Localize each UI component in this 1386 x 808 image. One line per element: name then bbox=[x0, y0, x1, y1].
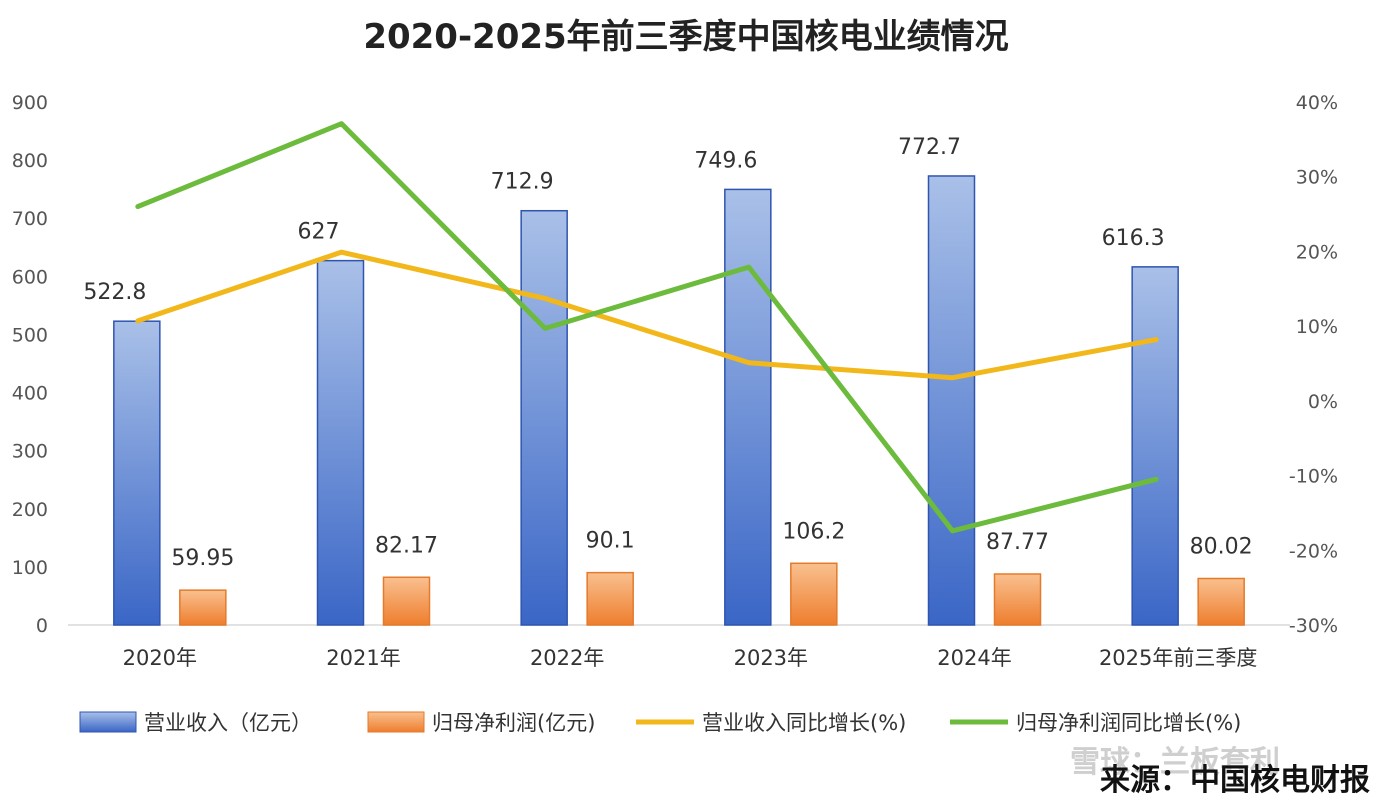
legend-swatch bbox=[79, 711, 137, 733]
right-tick-label: 30% bbox=[1296, 167, 1338, 189]
revenue-data-label: 522.8 bbox=[83, 280, 146, 305]
bars bbox=[113, 175, 1245, 626]
legend: 营业收入（亿元） 归母净利润(亿元) 营业收入同比增长(%) 归母净利润同比增长(%) bbox=[79, 711, 1241, 735]
right-tick-label: 10% bbox=[1296, 316, 1338, 338]
lines bbox=[135, 121, 1159, 534]
right-tick-label: -10% bbox=[1289, 466, 1338, 488]
left-tick-label: 0 bbox=[36, 615, 48, 637]
right-tick-label: -20% bbox=[1289, 540, 1338, 562]
chart-title: 2020-2025年前三季度中国核电业绩情况 bbox=[363, 17, 1008, 57]
profit-bar bbox=[586, 571, 634, 626]
left-tick-label: 200 bbox=[12, 499, 48, 521]
left-tick-label: 700 bbox=[12, 208, 48, 230]
legend-label: 归母净利润同比增长(%) bbox=[1016, 711, 1241, 735]
profit-bar bbox=[382, 576, 431, 626]
data-labels: 522.8 59.95 627 82.17 712.9 90.1 749.6 106.2 772… bbox=[83, 135, 1252, 571]
profit-data-label: 82.17 bbox=[375, 533, 438, 558]
left-tick-label: 300 bbox=[12, 441, 48, 463]
source-note: 来源：中国核电财报 bbox=[1100, 763, 1370, 798]
watermark: 雪球：兰板套利 bbox=[1070, 745, 1280, 780]
left-tick-label: 800 bbox=[12, 150, 48, 172]
revenue-data-label: 712.9 bbox=[491, 170, 554, 195]
category-label: 2024年 bbox=[937, 646, 1011, 670]
profit-data-label: 80.02 bbox=[1190, 534, 1253, 559]
revenue-bar bbox=[316, 259, 365, 626]
profit-data-label: 59.95 bbox=[171, 546, 234, 571]
category-label: 2023年 bbox=[734, 646, 808, 670]
legend-label: 营业收入同比增长(%) bbox=[702, 711, 906, 735]
revenue-data-label: 749.6 bbox=[694, 148, 757, 173]
left-axis: 0 100 200 300 400 500 600 700 800 900 bbox=[12, 92, 48, 637]
revenue-data-label: 616.3 bbox=[1102, 226, 1165, 251]
category-label: 2025年前三季度 bbox=[1099, 646, 1257, 670]
category-label: 2021年 bbox=[326, 646, 400, 670]
right-tick-label: 20% bbox=[1296, 241, 1338, 263]
profit-bar bbox=[1197, 577, 1245, 626]
profit-bar bbox=[790, 562, 838, 626]
left-tick-label: 600 bbox=[12, 266, 48, 288]
category-labels: 2020年 2021年 2022年 2023年 2024年 2025年前三季度 bbox=[123, 646, 1258, 670]
left-tick-label: 100 bbox=[12, 557, 48, 579]
profit-data-label: 90.1 bbox=[586, 529, 635, 554]
legend-swatch bbox=[367, 711, 425, 733]
revenue-data-label: 772.7 bbox=[898, 135, 961, 160]
revenue-bar bbox=[520, 209, 568, 626]
revenue-bar bbox=[1131, 266, 1179, 626]
profit-growth-line bbox=[135, 121, 1159, 534]
revenue-data-label: 627 bbox=[298, 220, 340, 245]
revenue-bar bbox=[113, 320, 161, 626]
legend-label: 归母净利润(亿元) bbox=[432, 711, 595, 735]
profit-data-label: 87.77 bbox=[986, 530, 1049, 555]
category-label: 2020年 bbox=[123, 646, 197, 670]
right-tick-label: 0% bbox=[1308, 391, 1338, 413]
profit-bar bbox=[179, 589, 227, 626]
left-tick-label: 400 bbox=[12, 383, 48, 405]
profit-data-label: 106.2 bbox=[782, 519, 845, 544]
right-axis: -30% -20% -10% 0% 10% 20% 30% 40% bbox=[1289, 92, 1338, 637]
left-tick-label: 500 bbox=[12, 324, 48, 346]
right-tick-label: -30% bbox=[1289, 615, 1338, 637]
revenue-growth-line bbox=[135, 249, 1159, 381]
profit-bar bbox=[993, 573, 1042, 626]
category-label: 2022年 bbox=[530, 646, 604, 670]
legend-label: 营业收入（亿元） bbox=[144, 711, 312, 735]
revenue-bar bbox=[724, 188, 772, 626]
left-tick-label: 900 bbox=[12, 92, 48, 114]
revenue-bar bbox=[927, 175, 976, 626]
right-tick-label: 40% bbox=[1296, 92, 1338, 114]
